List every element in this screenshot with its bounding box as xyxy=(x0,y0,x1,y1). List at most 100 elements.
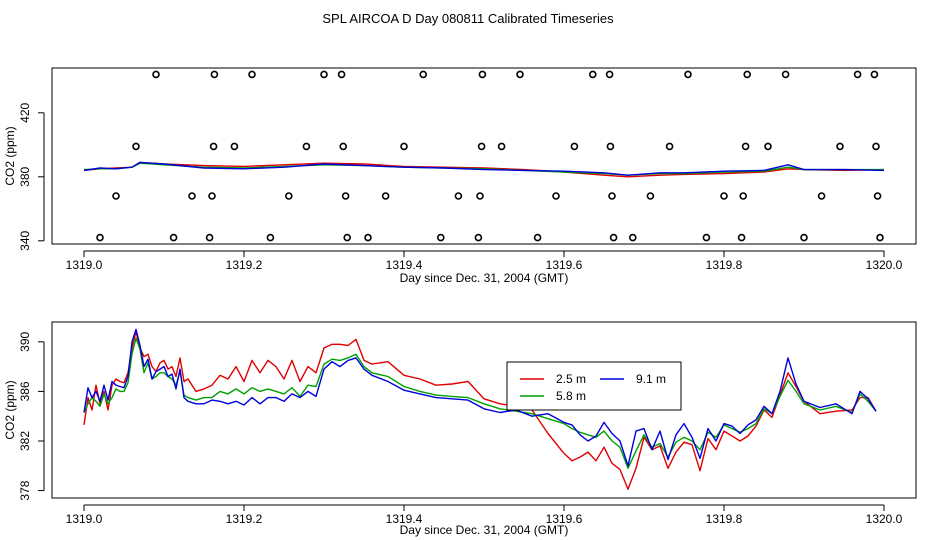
bottom-panel-co2-timeseries: 1319.0 1319.2 1319.4 1319.6 1319.8 1320.0 Day … xyxy=(3,321,917,537)
data-point-marker xyxy=(209,142,218,151)
series-group xyxy=(83,328,877,490)
data-point-marker xyxy=(836,142,844,151)
data-point-marker xyxy=(743,70,752,79)
x-axis: 1319.0 1319.2 1319.4 1319.6 1319.8 1320.0 xyxy=(66,504,903,526)
x-tick-label: 1319.6 xyxy=(546,258,583,272)
data-point-marker xyxy=(588,70,597,79)
x-axis: 1319.0 1319.2 1319.4 1319.6 1319.8 1320.0 xyxy=(66,250,903,272)
data-point-marker xyxy=(381,192,390,200)
data-point-marker xyxy=(702,233,711,242)
data-point-marker xyxy=(605,70,614,79)
series-line-9-1-m xyxy=(83,328,877,467)
y-tick-label: 420 xyxy=(18,102,32,122)
data-point-marker xyxy=(781,70,790,79)
data-point-marker xyxy=(339,142,348,151)
legend-box xyxy=(506,361,682,411)
data-point-marker xyxy=(341,192,350,200)
data-point-marker xyxy=(853,70,862,79)
y-tick-label: 386 xyxy=(18,381,32,401)
x-tick-label: 1319.4 xyxy=(386,512,423,526)
data-point-marker xyxy=(665,142,674,151)
x-tick-label: 1319.4 xyxy=(386,258,423,272)
data-point-marker xyxy=(800,233,808,242)
data-point-marker xyxy=(210,70,219,79)
data-point-marker xyxy=(169,233,178,242)
x-tick-label: 1319.0 xyxy=(66,258,103,272)
x-tick-label: 1320.0 xyxy=(866,512,903,526)
top-panel-co2-with-markers: 1319.0 1319.2 1319.4 1319.6 1319.8 1320.0 Day … xyxy=(3,67,917,285)
data-point-marker xyxy=(876,233,884,242)
data-point-marker xyxy=(739,192,748,200)
data-point-marker xyxy=(606,142,615,151)
data-point-marker xyxy=(474,233,483,242)
data-point-marker xyxy=(230,142,239,151)
data-point-marker xyxy=(364,233,372,242)
y-axis: 340 380 420 xyxy=(18,102,45,251)
data-point-marker xyxy=(343,233,352,242)
x-tick-label: 1320.0 xyxy=(866,258,903,272)
data-point-marker xyxy=(188,192,196,200)
data-point-marker xyxy=(112,192,120,200)
legend-label: 9.1 m xyxy=(636,372,666,386)
data-point-marker xyxy=(419,70,428,79)
x-tick-label: 1319.8 xyxy=(706,258,743,272)
data-point-marker xyxy=(337,70,346,79)
data-point-marker xyxy=(132,142,140,151)
x-tick-label: 1319.6 xyxy=(546,512,583,526)
data-point-marker xyxy=(454,192,463,200)
legend-label: 2.5 m xyxy=(556,372,586,386)
figure-title: SPL AIRCOA D Day 080811 Calibrated Times… xyxy=(322,11,614,26)
data-point-marker xyxy=(477,142,486,151)
x-tick-label: 1319.8 xyxy=(706,512,743,526)
y-tick-label: 378 xyxy=(18,480,32,500)
plot-frame xyxy=(51,321,917,499)
legend: 2.5 m 9.1 m 5.8 m xyxy=(506,361,682,411)
y-axis: 378 382 386 390 xyxy=(18,331,45,501)
data-point-marker xyxy=(873,192,882,200)
y-tick-label: 380 xyxy=(18,166,32,186)
data-point-marker xyxy=(533,233,542,242)
data-point-marker xyxy=(96,233,104,242)
data-point-marker xyxy=(478,70,487,79)
data-point-marker xyxy=(817,192,826,200)
data-point-marker xyxy=(741,142,750,151)
x-tick-label: 1319.2 xyxy=(226,512,263,526)
legend-label: 5.8 m xyxy=(556,389,586,403)
y-axis-title: CO2 (ppm) xyxy=(3,380,17,439)
series-line-9-1-m xyxy=(83,161,885,176)
data-point-marker xyxy=(320,70,328,79)
data-point-marker xyxy=(608,192,616,200)
data-point-marker xyxy=(497,142,506,151)
data-point-marker xyxy=(872,142,880,151)
y-tick-label: 382 xyxy=(18,431,32,451)
data-point-marker xyxy=(646,192,655,200)
data-point-marker xyxy=(205,233,214,242)
data-point-marker xyxy=(208,192,216,200)
data-point-marker xyxy=(248,70,256,79)
data-point-marker xyxy=(516,70,524,79)
data-point-marker xyxy=(552,192,560,200)
data-point-marker xyxy=(764,142,772,151)
y-tick-label: 340 xyxy=(18,230,32,250)
series-line-2-5-m xyxy=(83,331,877,490)
data-point-marker xyxy=(436,233,445,242)
data-point-marker xyxy=(152,70,160,79)
data-point-marker xyxy=(609,233,618,242)
x-axis-title: Day since Dec. 31, 2004 (GMT) xyxy=(400,271,569,285)
data-point-marker xyxy=(476,192,484,200)
data-point-marker xyxy=(870,70,879,79)
data-point-marker xyxy=(720,192,728,200)
y-axis-title: CO2 (ppm) xyxy=(3,126,17,185)
x-tick-label: 1319.2 xyxy=(226,258,263,272)
data-point-marker xyxy=(266,233,275,242)
data-point-marker xyxy=(737,233,746,242)
data-point-marker xyxy=(570,142,579,151)
plot-frame xyxy=(51,67,917,245)
data-point-marker xyxy=(628,233,637,242)
data-point-marker xyxy=(684,70,692,79)
y-tick-label: 390 xyxy=(18,331,32,351)
x-tick-label: 1319.0 xyxy=(66,512,103,526)
data-point-marker xyxy=(400,142,408,151)
x-axis-title: Day since Dec. 31, 2004 (GMT) xyxy=(400,523,569,537)
